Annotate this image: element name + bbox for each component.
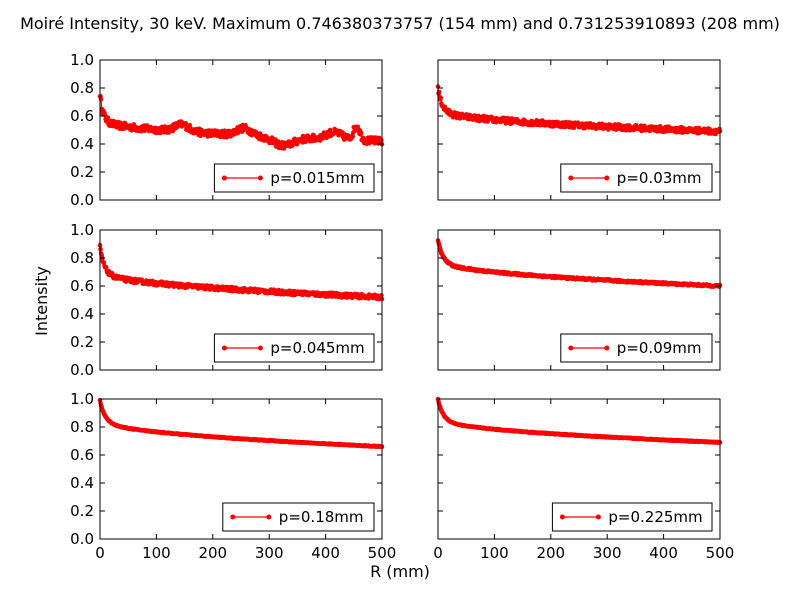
legend: p=0.015mm	[213, 163, 375, 193]
legend-label: p=0.18mm	[279, 508, 364, 526]
subplot-1: 0.0 0.2 0.4 0.6 0.8 1.0 p=0.015mm	[70, 51, 385, 209]
y-axis-label: Intensity	[32, 266, 51, 336]
x-tick-label: 300	[255, 544, 284, 562]
series-markers	[97, 242, 385, 302]
x-tick-label: 200	[198, 544, 227, 562]
y-tick-label: 0.6	[70, 107, 94, 125]
legend-marker	[266, 514, 272, 520]
legend-marker	[604, 175, 610, 181]
legend-marker	[595, 514, 601, 520]
x-tick-label: 200	[536, 544, 565, 562]
y-tick-label: 0.6	[70, 446, 94, 464]
series-markers	[435, 396, 723, 446]
legend-marker	[559, 514, 565, 520]
data-point	[105, 115, 111, 120]
subplot-3: 0.0 0.2 0.4 0.6 0.8 1.0 p=0.045mm	[70, 221, 385, 379]
y-tick-label: 0.2	[70, 163, 94, 181]
series-markers	[435, 84, 723, 137]
x-tick-label: 0	[433, 544, 443, 562]
legend-marker	[230, 514, 236, 520]
legend-label: p=0.225mm	[608, 508, 702, 526]
plot-frame	[99, 229, 383, 371]
figure-title: Moiré Intensity, 30 keV. Maximum 0.74638…	[20, 14, 780, 33]
y-tick-label: 0.8	[70, 418, 94, 436]
legend-label: p=0.045mm	[270, 339, 364, 357]
series-markers	[435, 238, 723, 289]
legend: p=0.09mm	[560, 333, 713, 363]
x-tick-label: 100	[480, 544, 509, 562]
legend-marker	[221, 175, 227, 181]
x-tick-label: 400	[649, 544, 678, 562]
y-tick-label: 0.2	[70, 502, 94, 520]
data-point	[436, 89, 442, 95]
plot-frame	[437, 398, 721, 540]
plot-frame	[99, 59, 383, 201]
series-markers	[97, 94, 385, 151]
y-tick-label: 0.4	[70, 474, 94, 492]
y-tick-label: 1.0	[70, 221, 94, 239]
data-point	[103, 265, 109, 270]
y-tick-label: 1.0	[70, 390, 94, 408]
subplot-5: 0 100 200 300 400 500 0.0 0.2 0.4 0.6 0.8 1.0 p=0.18…	[70, 390, 396, 562]
legend: p=0.225mm	[551, 502, 713, 532]
y-tick-label: 0.4	[70, 135, 94, 153]
legend-label: p=0.015mm	[270, 169, 364, 187]
x-axis-label: R (mm)	[370, 562, 430, 581]
data-point	[350, 134, 356, 139]
legend-marker	[568, 345, 574, 351]
y-tick-label: 0.0	[70, 361, 94, 379]
subplot-2: p=0.03mm	[435, 59, 723, 201]
data-point	[98, 97, 104, 102]
x-tick-label: 0	[95, 544, 105, 562]
data-point	[379, 138, 384, 143]
x-tick-label: 100	[142, 544, 171, 562]
legend-marker	[568, 175, 574, 181]
plot-frame	[437, 229, 721, 371]
y-tick-label: 0.0	[70, 191, 94, 209]
y-tick-label: 0.6	[70, 277, 94, 295]
y-tick-label: 0.4	[70, 305, 94, 323]
legend-marker	[257, 175, 263, 181]
plot-frame	[437, 59, 721, 201]
x-tick-label: 500	[368, 544, 397, 562]
x-tick-label: 300	[593, 544, 622, 562]
legend-marker	[221, 345, 227, 351]
data-point	[642, 123, 647, 129]
x-tick-label: 500	[706, 544, 735, 562]
legend-marker	[257, 345, 263, 351]
legend-label: p=0.09mm	[617, 339, 702, 357]
legend-label: p=0.03mm	[617, 169, 702, 187]
legend: p=0.045mm	[213, 333, 375, 363]
subplot-4: p=0.09mm	[435, 229, 723, 371]
y-tick-label: 0.8	[70, 79, 94, 97]
data-point	[448, 109, 453, 114]
legend: p=0.18mm	[222, 502, 375, 532]
y-tick-label: 0.2	[70, 333, 94, 351]
plot-frame	[99, 398, 383, 540]
data-point	[98, 246, 103, 252]
legend: p=0.03mm	[560, 163, 713, 193]
x-tick-label: 400	[311, 544, 340, 562]
series-markers	[97, 398, 385, 450]
legend-marker	[604, 345, 610, 351]
data-point	[379, 293, 384, 298]
data-point	[438, 95, 444, 101]
y-tick-label: 1.0	[70, 51, 94, 69]
data-point	[358, 130, 364, 136]
y-tick-label: 0.0	[70, 530, 94, 548]
y-tick-label: 0.8	[70, 249, 94, 267]
subplot-grid: 0.00.20.40.60.81.0p=0.015mm p=0.03mm0.00.…	[70, 51, 734, 562]
